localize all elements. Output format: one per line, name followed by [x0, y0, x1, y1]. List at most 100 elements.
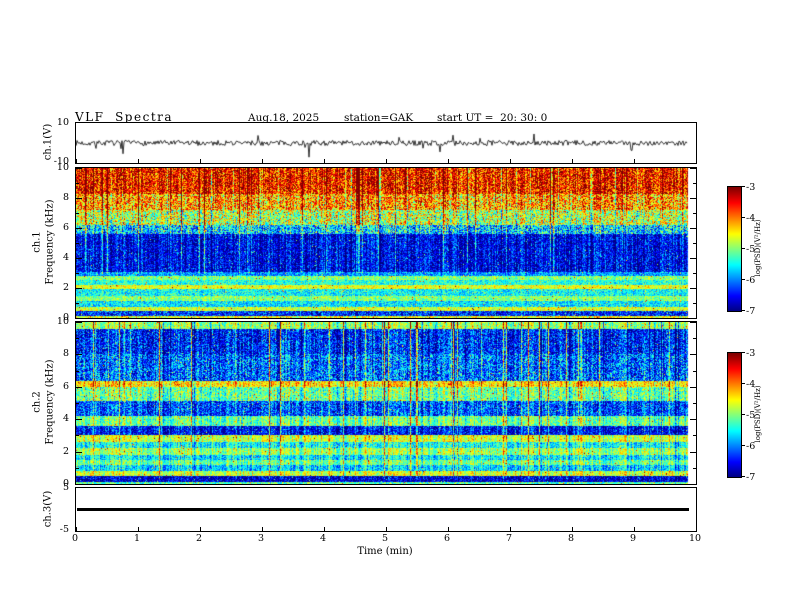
- x-tick-mark: [386, 527, 387, 531]
- y-tick-mark: [76, 273, 79, 274]
- y-tick-mark: [76, 403, 79, 404]
- y-tick-mark: [76, 435, 79, 437]
- y-tick-mark: [76, 288, 82, 289]
- y-tick-mark: [76, 338, 79, 340]
- ch1-wave-axis-label: ch.1(V): [42, 123, 54, 161]
- y-tick-mark: [76, 303, 79, 304]
- ch2-spec-ytick: 0: [62, 478, 69, 489]
- colorbar-tick-mark: [742, 248, 745, 249]
- time-tick-label: 4: [319, 533, 327, 544]
- y-tick-mark: [76, 198, 82, 199]
- y-tick-mark: [693, 403, 696, 404]
- colorbar-tick-label: -3: [746, 182, 756, 193]
- ch1-spec-ytick: 0: [62, 312, 69, 323]
- ch1-waveform-canvas: [76, 123, 696, 163]
- colorbar-tick-mark: [742, 352, 745, 353]
- x-tick-mark: [386, 159, 387, 163]
- time-tick-label: 9: [629, 533, 637, 544]
- time-tick-label: 5: [381, 533, 389, 544]
- ch1-spec-ytick: 6: [62, 222, 69, 233]
- colorbar-tick-label: -6: [746, 275, 756, 286]
- ch1-spectrogram-canvas: [76, 168, 696, 318]
- x-tick-mark: [510, 527, 511, 531]
- colorbar-tick-label: -7: [746, 472, 756, 483]
- colorbar-tick-mark: [742, 279, 745, 280]
- x-tick-mark: [448, 159, 449, 163]
- ch1-waveform-panel: [75, 122, 697, 164]
- colorbar-tick-mark: [742, 383, 745, 384]
- colorbar-tick-mark: [742, 414, 745, 415]
- colorbar-tick-label: -5: [746, 244, 756, 255]
- y-tick-mark: [690, 198, 696, 199]
- time-tick-label: 6: [443, 533, 451, 544]
- x-tick-mark: [262, 159, 263, 163]
- ch2-colorbar-gradient: [728, 353, 741, 477]
- x-tick-mark: [76, 159, 77, 163]
- y-tick-mark: [693, 303, 696, 304]
- time-tick-label: 7: [505, 533, 513, 544]
- x-tick-mark: [634, 159, 635, 163]
- ch2-spec-ytick: 6: [62, 380, 69, 392]
- y-tick-mark: [690, 288, 696, 289]
- figure-start-ut: start UT = 20: 30: 0: [437, 112, 548, 124]
- x-tick-mark: [324, 159, 325, 163]
- x-tick-mark: [448, 527, 449, 531]
- colorbar-tick-mark: [742, 445, 745, 446]
- y-tick-mark: [693, 370, 696, 372]
- ch2-spec-channel-label: ch.2: [31, 391, 43, 413]
- colorbar-tick-mark: [742, 476, 745, 477]
- y-tick-mark: [76, 419, 82, 421]
- time-tick-label: 10: [688, 533, 702, 544]
- y-tick-mark: [76, 213, 79, 214]
- ch2-spec-ytick: 4: [62, 413, 69, 425]
- y-tick-mark: [693, 338, 696, 340]
- colorbar-tick-label: -4: [746, 213, 756, 224]
- ch3-flat-trace: [77, 508, 689, 511]
- y-tick-mark: [690, 318, 696, 319]
- ch1-colorbar-gradient: [728, 187, 741, 311]
- x-tick-mark: [696, 527, 697, 531]
- y-tick-mark: [690, 258, 696, 259]
- colorbar-tick-label: -6: [746, 441, 756, 452]
- ch1-spec-ytick: 10: [56, 162, 69, 173]
- y-tick-mark: [690, 354, 696, 356]
- ch1-spec-ytick: 4: [62, 252, 69, 263]
- y-tick-mark: [76, 467, 79, 469]
- x-tick-mark: [200, 159, 201, 163]
- y-tick-mark: [76, 354, 82, 356]
- colorbar-tick-mark: [742, 217, 745, 218]
- y-tick-mark: [693, 435, 696, 437]
- y-tick-mark: [693, 273, 696, 274]
- ch2-spectrogram-canvas: [76, 322, 696, 484]
- ch1-spec-frequency-axis-label: Frequency (kHz): [44, 199, 56, 285]
- time-tick-label: 2: [195, 533, 203, 544]
- y-tick-mark: [76, 243, 79, 244]
- y-tick-mark: [690, 386, 696, 388]
- y-tick-mark: [76, 386, 82, 388]
- ch1-wave-ytick: 10: [56, 117, 69, 128]
- time-axis-label: Time (min): [357, 546, 413, 557]
- y-tick-mark: [76, 228, 82, 229]
- ch1-spec-channel-label: ch.1: [31, 231, 43, 253]
- x-tick-mark: [696, 159, 697, 163]
- y-tick-mark: [690, 168, 696, 169]
- y-tick-mark: [690, 484, 696, 485]
- ch2-spec-ytick: 10: [56, 316, 69, 327]
- y-tick-mark: [690, 322, 696, 323]
- colorbar-tick-mark: [742, 186, 745, 187]
- y-tick-mark: [76, 322, 82, 323]
- time-tick-label: 1: [133, 533, 141, 544]
- y-tick-mark: [76, 258, 82, 259]
- x-tick-mark: [138, 527, 139, 531]
- ch2-spectrogram-panel: [75, 321, 697, 485]
- ch1-spectrogram-panel: [75, 167, 697, 319]
- y-tick-mark: [693, 243, 696, 244]
- y-tick-mark: [693, 467, 696, 469]
- colorbar-tick-label: -5: [746, 410, 756, 421]
- time-tick-label: 8: [567, 533, 575, 544]
- ch3-waveform-panel: [75, 487, 697, 532]
- x-tick-mark: [572, 527, 573, 531]
- ch2-spec-ytick: 2: [62, 445, 69, 457]
- ch2-spec-ytick: 8: [62, 348, 69, 360]
